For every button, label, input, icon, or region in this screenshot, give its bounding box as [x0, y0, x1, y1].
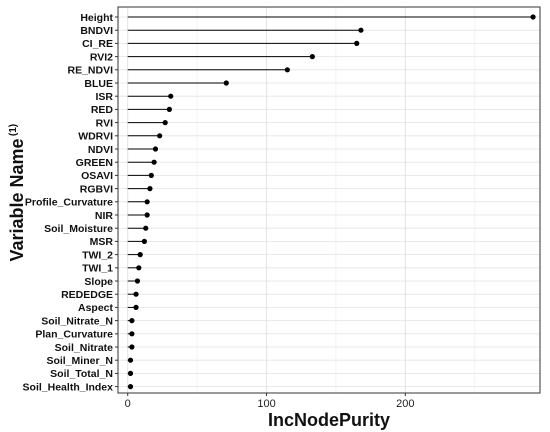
y-axis-title-superscript: (1): [8, 124, 19, 136]
lollipop-point-ndvi: [152, 146, 159, 152]
lollipop-point-red: [166, 106, 172, 112]
y-tick-label: Plan_Curvature: [35, 329, 113, 341]
lollipop-point-rgbvi: [147, 186, 153, 192]
y-tick-label: Soil_Nitrate: [55, 342, 114, 354]
y-tick-label: RGBVI: [80, 183, 113, 195]
y-tick-label: RVI2: [90, 51, 113, 63]
lollipop-point-plan_curvature: [129, 331, 135, 337]
lollipop-point-green: [151, 159, 157, 165]
panel-border: [117, 6, 541, 394]
y-tick-label: Slope: [84, 276, 113, 288]
x-tick-label: 0: [125, 398, 131, 410]
lollipop-point-rvi: [162, 120, 168, 126]
lollipop-point-blue: [223, 80, 229, 86]
y-tick-label: GREEN: [76, 157, 113, 169]
lollipop-point-nir: [144, 212, 150, 218]
lollipop-point-profile_curvature: [144, 199, 150, 205]
y-tick-label: NDVI: [88, 144, 113, 156]
y-tick-label: TWI_1: [82, 263, 113, 275]
y-tick-label: Height: [80, 12, 113, 24]
y-tick-label: ISR: [95, 91, 113, 103]
y-tick-label: OSAVI: [81, 170, 113, 182]
x-axis-title: IncNodePurity: [268, 410, 390, 430]
lollipop-point-isr: [168, 93, 174, 99]
lollipop-point-ci_re: [354, 40, 360, 47]
y-tick-label: MSR: [90, 236, 114, 248]
lollipop-point-twi_1: [136, 265, 142, 271]
lollipop-point-soil_miner_n: [127, 357, 134, 363]
lollipop-point-soil_nitrate_n: [129, 318, 135, 324]
lollipop-point-msr: [141, 238, 147, 244]
lollipop-point-slope: [134, 278, 141, 284]
lollipop-point-aspect: [133, 304, 139, 310]
lollipop-point-twi_2: [137, 252, 143, 258]
grid-layer: [118, 7, 540, 393]
y-tick-label: RED: [91, 104, 114, 116]
y-axis-title: Variable Name: [7, 138, 27, 261]
y-tick-label: RVI: [96, 117, 113, 129]
lollipop-point-rededge: [133, 291, 139, 297]
lollipop-point-soil_moisture: [143, 225, 149, 231]
x-tick-label: 100: [257, 398, 275, 410]
y-tick-label: REDEDGE: [61, 289, 113, 301]
y-tick-label: RE_NDVI: [67, 65, 113, 77]
lollipop-point-height: [530, 14, 536, 20]
lollipop-point-soil_health_index: [127, 384, 134, 390]
y-axis-title-group: Variable Name (1): [7, 124, 27, 262]
lollipop-point-re_ndvi: [284, 67, 290, 73]
y-tick-label: BLUE: [84, 78, 113, 90]
y-tick-label: WDRVI: [78, 131, 113, 143]
x-tick-label: 200: [396, 398, 414, 410]
lollipop-point-wdrvi: [157, 133, 163, 139]
lollipop-point-osavi: [148, 172, 154, 178]
y-tick-label: Soil_Health_Index: [23, 381, 114, 393]
marks-layer: [127, 14, 536, 390]
y-tick-label: Soil_Moisture: [44, 223, 113, 235]
y-tick-label: Profile_Curvature: [25, 197, 113, 209]
y-tick-label: NIR: [95, 210, 114, 222]
y-tick-label: Soil_Total_N: [50, 368, 113, 380]
lollipop-point-soil_total_n: [127, 370, 134, 376]
y-tick-label: Aspect: [78, 302, 114, 314]
lollipop-point-rvi2: [309, 54, 315, 60]
y-tick-label: TWI_2: [82, 249, 113, 261]
y-tick-label: CI_RE: [82, 38, 113, 50]
lollipop-point-bndvi: [358, 27, 364, 33]
lollipop-point-soil_nitrate: [129, 344, 135, 350]
y-tick-label: Soil_Nitrate_N: [41, 315, 113, 327]
y-tick-label: BNDVI: [80, 25, 113, 37]
y-tick-label: Soil_Miner_N: [46, 355, 113, 367]
